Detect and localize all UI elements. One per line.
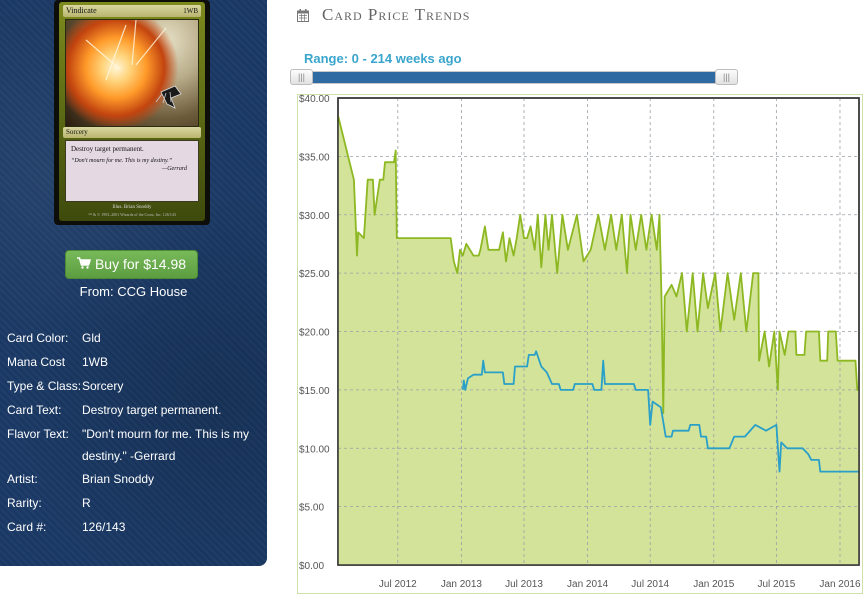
y-tick-label: $10.00 bbox=[299, 444, 330, 455]
range-label: Range: 0 - 214 weeks ago bbox=[304, 51, 462, 66]
detail-value: "Don't mourn for me. This is my destiny.… bbox=[82, 427, 250, 463]
detail-row-rarity: Rarity: R bbox=[7, 491, 267, 515]
detail-row-type-class: Type & Class: Sorcery bbox=[7, 374, 267, 398]
card-image-flavor-text: “Don't mourn for me. This is my destiny.… bbox=[71, 158, 173, 164]
x-tick-label: Jul 2015 bbox=[757, 579, 795, 590]
detail-value: Brian Snoddy bbox=[82, 472, 155, 486]
detail-value: Destroy target permanent. bbox=[82, 403, 222, 417]
detail-row-card-color: Card Color: Gld bbox=[7, 326, 267, 350]
card-image-text-box: Destroy target permanent. “Don't mourn f… bbox=[65, 140, 199, 202]
y-tick-label: $20.00 bbox=[299, 328, 330, 339]
y-tick-label: $35.00 bbox=[299, 152, 330, 163]
y-tick-label: $40.00 bbox=[299, 94, 330, 105]
series-area-fill bbox=[338, 115, 859, 565]
series-line-blue bbox=[461, 350, 859, 473]
card-image-name: Vindicate bbox=[66, 6, 97, 15]
detail-value: 126/143 bbox=[82, 520, 126, 534]
card-image-title-bar: Vindicate 1WB bbox=[63, 5, 201, 17]
card-image-artist-line: Illus. Brian Snoddy bbox=[112, 205, 152, 210]
card-art bbox=[65, 19, 199, 127]
detail-label: Type & Class: bbox=[7, 379, 82, 393]
detail-row-artist: Artist: Brian Snoddy bbox=[7, 467, 267, 491]
range-slider-selected bbox=[301, 72, 727, 83]
series-line-green bbox=[337, 115, 859, 415]
price-trend-chart: $0.00 $5.00 $10.00 $15.00 $20.00 $25.00 $30.00… bbox=[299, 94, 861, 590]
detail-value: Sorcery bbox=[82, 379, 124, 393]
y-tick-label: $0.00 bbox=[299, 561, 324, 572]
detail-label: Flavor Text: bbox=[7, 427, 69, 441]
detail-label: Card Text: bbox=[7, 403, 62, 417]
card-art-illustration bbox=[85, 19, 182, 109]
card-image[interactable]: Vindicate 1WB Sorcery Destroy target per… bbox=[54, 0, 210, 225]
y-tick-label: $15.00 bbox=[299, 386, 330, 397]
detail-value: Gld bbox=[82, 331, 101, 345]
buy-button-label: Buy for $14.98 bbox=[94, 256, 187, 272]
x-tick-label: Jul 2012 bbox=[379, 579, 417, 590]
y-tick-label: $25.00 bbox=[299, 269, 330, 280]
x-tick-label: Jul 2014 bbox=[631, 579, 669, 590]
card-image-mana-symbols: 1WB bbox=[183, 7, 198, 15]
detail-value: 1WB bbox=[82, 355, 109, 369]
x-tick-label: Jan 2014 bbox=[567, 579, 609, 590]
buy-button[interactable]: Buy for $14.98 bbox=[65, 250, 198, 279]
card-image-rules-text: Destroy target permanent. bbox=[71, 145, 144, 153]
shopping-cart-icon bbox=[76, 251, 92, 278]
card-details-list: Card Color: Gld Mana Cost 1WB Type & Cla… bbox=[7, 326, 267, 539]
y-tick-label: $5.00 bbox=[299, 503, 324, 514]
card-image-flavor-attribution: —Gerrard bbox=[161, 166, 187, 172]
x-tick-label: Jan 2015 bbox=[693, 579, 735, 590]
detail-row-flavor-text: Flavor Text: "Don't mourn for me. This i… bbox=[7, 422, 267, 467]
detail-value: R bbox=[82, 496, 91, 510]
x-tick-label: Jul 2013 bbox=[505, 579, 543, 590]
detail-row-card-text: Card Text: Destroy target permanent. bbox=[7, 398, 267, 422]
x-tick-label: Jan 2013 bbox=[441, 579, 483, 590]
section-title: Card Price Trends bbox=[322, 5, 471, 24]
calendar-icon bbox=[297, 8, 309, 22]
range-slider-handle-min[interactable]: ||| bbox=[290, 69, 313, 85]
chart-frame bbox=[297, 94, 863, 594]
x-tick-label: Jan 2016 bbox=[819, 579, 861, 590]
detail-label: Card Color: bbox=[7, 331, 69, 345]
detail-row-mana-cost: Mana Cost 1WB bbox=[7, 350, 267, 374]
seller-line: From: CCG House bbox=[79, 284, 188, 299]
card-image-copyright-line: ™ & © 1993–2001 Wizards of the Coast, In… bbox=[88, 212, 176, 217]
detail-label: Mana Cost bbox=[7, 355, 66, 369]
range-slider-handle-max[interactable]: ||| bbox=[715, 69, 738, 85]
detail-row-card-number: Card #: 126/143 bbox=[7, 515, 267, 539]
price-trends-header: Card Price Trends bbox=[297, 5, 470, 25]
detail-label: Card #: bbox=[7, 520, 47, 534]
y-tick-label: $30.00 bbox=[299, 211, 330, 222]
detail-label: Artist: bbox=[7, 472, 38, 486]
card-image-type-bar: Sorcery bbox=[63, 127, 201, 138]
card-frame: Vindicate 1WB Sorcery Destroy target per… bbox=[59, 2, 205, 221]
plot-border bbox=[337, 97, 860, 566]
detail-label: Rarity: bbox=[7, 496, 42, 510]
card-info-panel: Vindicate 1WB Sorcery Destroy target per… bbox=[0, 0, 267, 566]
